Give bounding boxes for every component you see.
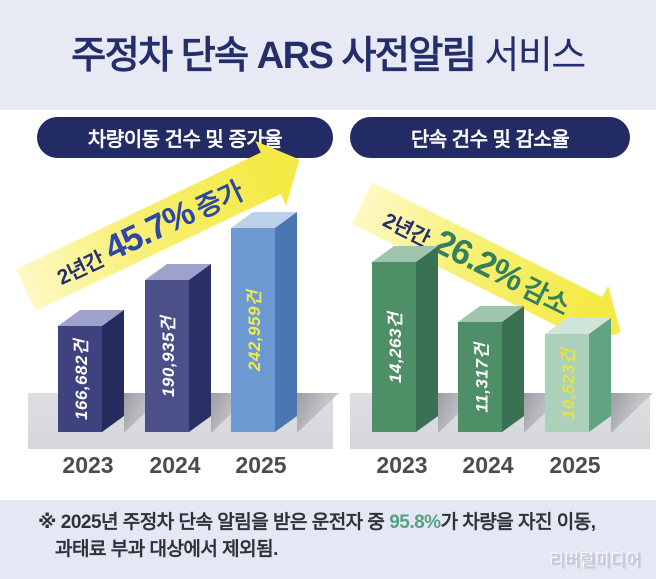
footnote-line1: ※ 2025년 주정차 단속 알림을 받은 운전자 중 95.8%가 차량을 자… (38, 509, 596, 536)
axis-year-right-2024: 2024 (462, 452, 514, 478)
bar-side-face (275, 212, 297, 432)
bar-front-face: 11,317건 (458, 322, 502, 432)
footnote-highlight-percent: 95.8% (389, 512, 441, 533)
bar-front-face: 166,682건 (58, 326, 102, 432)
header-band (0, 0, 656, 110)
page-title-main: 주정차 단속 ARS 사전알림 (71, 35, 477, 77)
axis-year-right-2023: 2023 (376, 452, 428, 478)
watermark: 리버럴미디어 (550, 553, 642, 570)
footnote-line2: 과태료 부과 대상에서 제외됨. (55, 539, 278, 560)
left-chart-title-pill: 차량이동 건수 및 증가율 (37, 117, 333, 158)
footnote-text-before: 2025년 주정차 단속 알림을 받은 운전자 중 (60, 512, 390, 533)
axis-year-left-2025: 2025 (235, 452, 287, 478)
footnote-text-after: 가 차량을 자진 이동, (440, 512, 596, 533)
bar-front-face: 242,959건 (231, 228, 275, 432)
bar-side-face (102, 310, 124, 432)
bar-value-label: 10,523건 (559, 347, 579, 419)
bar-shadow (611, 393, 653, 433)
bar-side-face (502, 306, 524, 432)
axis-year-left-2024: 2024 (149, 452, 201, 478)
bar-side-face (416, 246, 438, 432)
footnote-marker: ※ (38, 512, 56, 533)
axis-year-left-2023: 2023 (62, 452, 114, 478)
bar-side-face (589, 318, 611, 432)
footnote: ※ 2025년 주정차 단속 알림을 받은 운전자 중 95.8%가 차량을 자… (38, 509, 596, 563)
left-chart-title: 차량이동 건수 및 증가율 (87, 129, 283, 151)
bar-front-face: 14,263건 (372, 262, 416, 432)
bar-front-face: 10,523건 (545, 334, 589, 432)
right-chart-title-pill: 단속 건수 및 감소율 (350, 117, 630, 158)
bar-side-face (189, 264, 211, 432)
right-chart-title: 단속 건수 및 감소율 (410, 129, 570, 151)
footer-band: ※ 2025년 주정차 단속 알림을 받은 운전자 중 95.8%가 차량을 자… (0, 500, 656, 579)
axis-year-right-2025: 2025 (549, 452, 601, 478)
bar-front-face: 190,935건 (145, 280, 189, 432)
page-title: 주정차 단속 ARS 사전알림 서비스 (0, 24, 656, 79)
page-title-suffix: 서비스 (484, 35, 586, 77)
